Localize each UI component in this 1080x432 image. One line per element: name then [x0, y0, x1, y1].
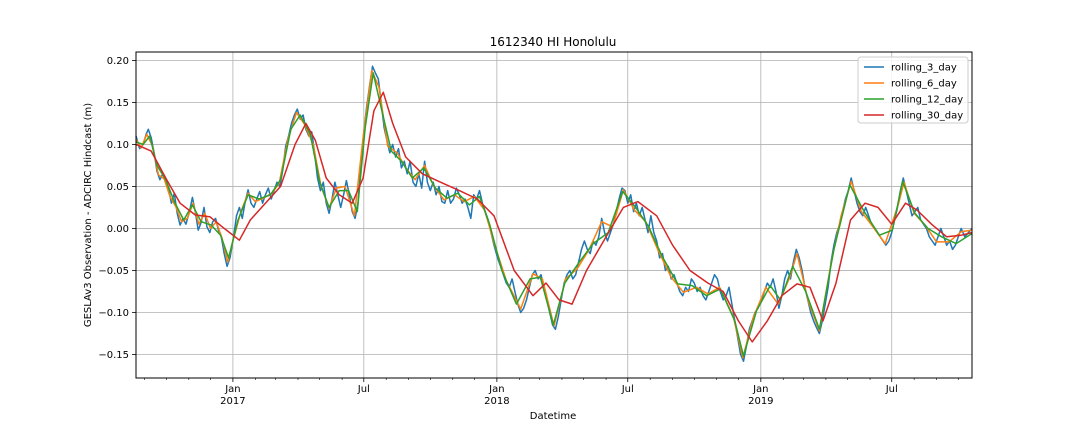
y-tick-label: 0.00	[107, 224, 129, 235]
x-tick-label: Jan	[224, 384, 240, 395]
x-tick-label: Jan	[752, 384, 768, 395]
y-tick-label: 0.15	[107, 98, 129, 109]
x-tick-label: Jan	[488, 384, 504, 395]
x-tick-year-label: 2017	[220, 396, 245, 407]
x-tick-label: Jul	[357, 384, 370, 395]
legend: rolling_3_day rolling_6_day rolling_12_day…	[857, 56, 969, 124]
legend-label: rolling_6_day	[891, 79, 957, 90]
x-tick-year-label: 2018	[484, 396, 509, 407]
series-line-rolling-3-day	[135, 65, 973, 362]
plot-area	[135, 65, 973, 362]
y-tick-label: 0.20	[107, 56, 129, 67]
legend-box	[857, 56, 969, 124]
y-tick-label: 0.05	[107, 182, 129, 193]
series-line-rolling-6-day	[135, 69, 973, 359]
y-tick-label: −0.10	[98, 308, 129, 319]
series-line-rolling-12-day	[135, 72, 973, 357]
y-tick-label: −0.15	[98, 350, 129, 361]
x-tick-label: Jul	[885, 384, 898, 395]
x-tick-label: Jul	[621, 384, 634, 395]
y-tick-label: 0.10	[107, 140, 129, 151]
y-axis-title: GESLAv3 Observation - ADCIRC Hindcast (m…	[83, 103, 94, 327]
legend-label: rolling_12_day	[891, 95, 963, 106]
series-line-rolling-30-day	[135, 91, 973, 343]
x-axis-title: Datetime	[530, 411, 577, 422]
y-axis: −0.15 −0.10 −0.05 0.00 0.05 0.10 0.15 0.20	[98, 56, 136, 361]
plot-frame	[135, 51, 973, 379]
y-tick-label: −0.05	[98, 266, 129, 277]
grid-lines	[136, 52, 972, 378]
chart-title: 1612340 HI Honolulu	[490, 35, 617, 49]
legend-label: rolling_30_day	[891, 111, 963, 122]
legend-label: rolling_3_day	[891, 63, 957, 74]
x-tick-year-label: 2019	[748, 396, 773, 407]
